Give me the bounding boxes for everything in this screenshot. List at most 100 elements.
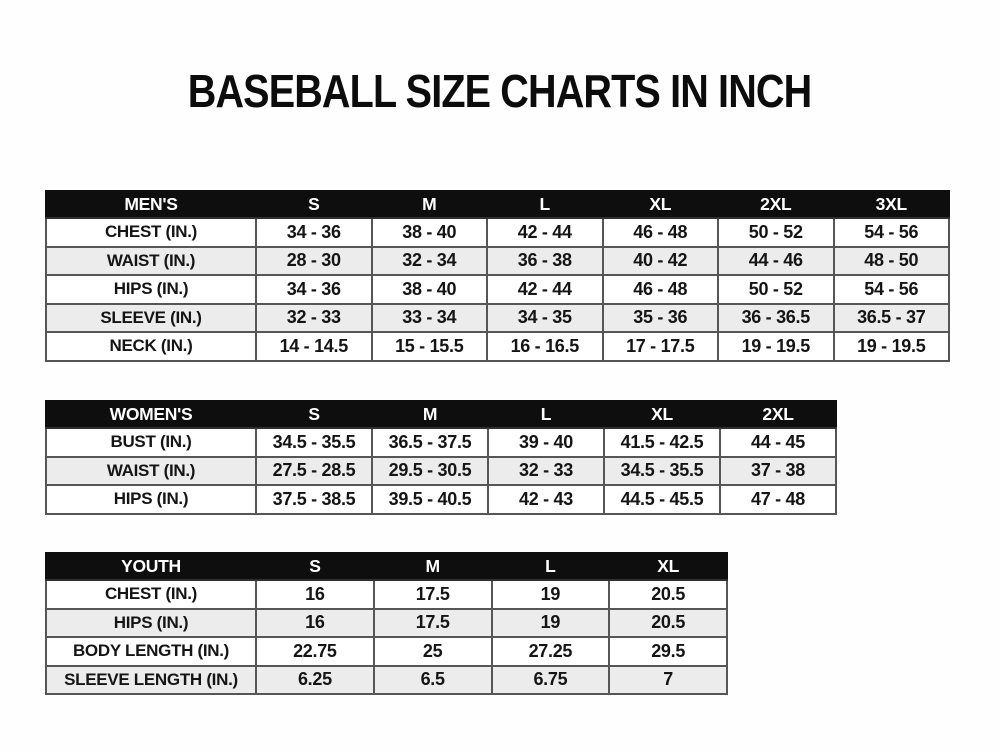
size-value-cell: 33 - 34 [370, 302, 488, 333]
mens-size-header: 3XL [832, 190, 950, 219]
size-value-cell: 6.5 [372, 664, 493, 695]
size-value-cell: 7 [608, 664, 728, 695]
page-title-text: BASEBALL SIZE CHARTS IN INCH [188, 65, 812, 117]
measurement-label: HIPS (IN.) [45, 607, 257, 638]
size-value-cell: 19 - 19.5 [717, 331, 835, 362]
youth-table-row: SLEEVE LENGTH (IN.) 6.25 6.5 6.75 7 [45, 664, 728, 695]
size-value-cell: 44.5 - 45.5 [603, 484, 721, 515]
mens-table-row: WAIST (IN.) 28 - 30 32 - 34 36 - 38 40 - 42 4… [45, 245, 950, 276]
size-value-cell: 34 - 36 [255, 217, 373, 248]
size-value-cell: 42 - 43 [487, 484, 605, 515]
womens-group-label: WOMEN'S [45, 400, 257, 429]
size-value-cell: 22.75 [255, 636, 375, 667]
size-value-cell: 19 [490, 607, 611, 638]
measurement-label: WAIST (IN.) [45, 455, 257, 486]
measurement-label: BUST (IN.) [45, 427, 257, 458]
mens-table-row: NECK (IN.) 14 - 14.5 15 - 15.5 16 - 16.5 17 … [45, 331, 950, 362]
size-value-cell: 48 - 50 [832, 245, 950, 276]
size-value-cell: 54 - 56 [832, 217, 950, 248]
measurement-label: CHEST (IN.) [45, 217, 257, 248]
youth-size-header: XL [608, 552, 728, 581]
size-value-cell: 27.5 - 28.5 [255, 455, 373, 486]
size-value-cell: 17 - 17.5 [601, 331, 719, 362]
womens-table-row: WAIST (IN.) 27.5 - 28.5 29.5 - 30.5 32 - 33… [45, 455, 837, 486]
womens-size-header: M [371, 400, 489, 429]
youth-header-row: YOUTH S M L XL [45, 552, 728, 581]
measurement-label: HIPS (IN.) [45, 484, 257, 515]
youth-size-header: L [490, 552, 611, 581]
mens-size-header: M [370, 190, 488, 219]
size-value-cell: 44 - 46 [717, 245, 835, 276]
size-value-cell: 17.5 [372, 579, 493, 610]
measurement-label: WAIST (IN.) [45, 245, 257, 276]
measurement-label: CHEST (IN.) [45, 579, 257, 610]
mens-size-header: L [486, 190, 604, 219]
size-value-cell: 35 - 36 [601, 302, 719, 333]
youth-table-row: CHEST (IN.) 16 17.5 19 20.5 [45, 579, 728, 610]
size-value-cell: 19 [490, 579, 611, 610]
measurement-label: SLEEVE (IN.) [45, 302, 257, 333]
mens-size-header: XL [601, 190, 719, 219]
womens-header-row: WOMEN'S S M L XL 2XL [45, 400, 837, 429]
size-value-cell: 54 - 56 [832, 274, 950, 305]
size-value-cell: 14 - 14.5 [255, 331, 373, 362]
mens-table-row: CHEST (IN.) 34 - 36 38 - 40 42 - 44 46 - 48 5… [45, 217, 950, 248]
size-value-cell: 16 - 16.5 [486, 331, 604, 362]
size-value-cell: 47 - 48 [719, 484, 837, 515]
womens-size-table: WOMEN'S S M L XL 2XL BUST (IN.) 34.5 - 35.5 36.5… [45, 400, 837, 515]
size-value-cell: 44 - 45 [719, 427, 837, 458]
size-value-cell: 39 - 40 [487, 427, 605, 458]
mens-header-row: MEN'S S M L XL 2XL 3XL [45, 190, 950, 219]
size-value-cell: 39.5 - 40.5 [371, 484, 489, 515]
size-value-cell: 16 [255, 579, 375, 610]
size-value-cell: 41.5 - 42.5 [603, 427, 721, 458]
size-value-cell: 34.5 - 35.5 [255, 427, 373, 458]
size-value-cell: 29.5 [608, 636, 728, 667]
mens-size-table: MEN'S S M L XL 2XL 3XL CHEST (IN.) 34 - 36 38 - 4… [45, 190, 950, 362]
mens-size-header: S [255, 190, 373, 219]
size-value-cell: 6.75 [490, 664, 611, 695]
womens-size-header: XL [603, 400, 721, 429]
size-value-cell: 28 - 30 [255, 245, 373, 276]
womens-size-header: S [255, 400, 373, 429]
measurement-label: BODY LENGTH (IN.) [45, 636, 257, 667]
womens-size-header: 2XL [719, 400, 837, 429]
size-value-cell: 19 - 19.5 [832, 331, 950, 362]
size-value-cell: 20.5 [608, 579, 728, 610]
size-value-cell: 32 - 34 [370, 245, 488, 276]
size-value-cell: 42 - 44 [486, 217, 604, 248]
size-value-cell: 25 [372, 636, 493, 667]
size-value-cell: 27.25 [490, 636, 611, 667]
youth-size-header: M [372, 552, 493, 581]
size-value-cell: 6.25 [255, 664, 375, 695]
womens-table-row: HIPS (IN.) 37.5 - 38.5 39.5 - 40.5 42 - 43 4… [45, 484, 837, 515]
size-value-cell: 36 - 38 [486, 245, 604, 276]
youth-table-row: BODY LENGTH (IN.) 22.75 25 27.25 29.5 [45, 636, 728, 667]
youth-size-header: S [255, 552, 375, 581]
size-value-cell: 36.5 - 37.5 [371, 427, 489, 458]
size-value-cell: 40 - 42 [601, 245, 719, 276]
size-value-cell: 36 - 36.5 [717, 302, 835, 333]
measurement-label: HIPS (IN.) [45, 274, 257, 305]
mens-table-row: SLEEVE (IN.) 32 - 33 33 - 34 34 - 35 35 - 36… [45, 302, 950, 333]
size-value-cell: 17.5 [372, 607, 493, 638]
womens-table-row: BUST (IN.) 34.5 - 35.5 36.5 - 37.5 39 - 40 4… [45, 427, 837, 458]
size-value-cell: 37 - 38 [719, 455, 837, 486]
size-value-cell: 50 - 52 [717, 217, 835, 248]
mens-group-label: MEN'S [45, 190, 257, 219]
size-value-cell: 15 - 15.5 [370, 331, 488, 362]
mens-table-row: HIPS (IN.) 34 - 36 38 - 40 42 - 44 46 - 48 50… [45, 274, 950, 305]
size-value-cell: 46 - 48 [601, 217, 719, 248]
mens-size-header: 2XL [717, 190, 835, 219]
size-value-cell: 34.5 - 35.5 [603, 455, 721, 486]
womens-size-header: L [487, 400, 605, 429]
size-value-cell: 50 - 52 [717, 274, 835, 305]
size-value-cell: 34 - 35 [486, 302, 604, 333]
size-value-cell: 16 [255, 607, 375, 638]
youth-size-table: YOUTH S M L XL CHEST (IN.) 16 17.5 19 20.5 HIPS (I… [45, 552, 728, 695]
size-value-cell: 32 - 33 [255, 302, 373, 333]
size-value-cell: 42 - 44 [486, 274, 604, 305]
youth-group-label: YOUTH [45, 552, 257, 581]
size-value-cell: 20.5 [608, 607, 728, 638]
size-value-cell: 37.5 - 38.5 [255, 484, 373, 515]
